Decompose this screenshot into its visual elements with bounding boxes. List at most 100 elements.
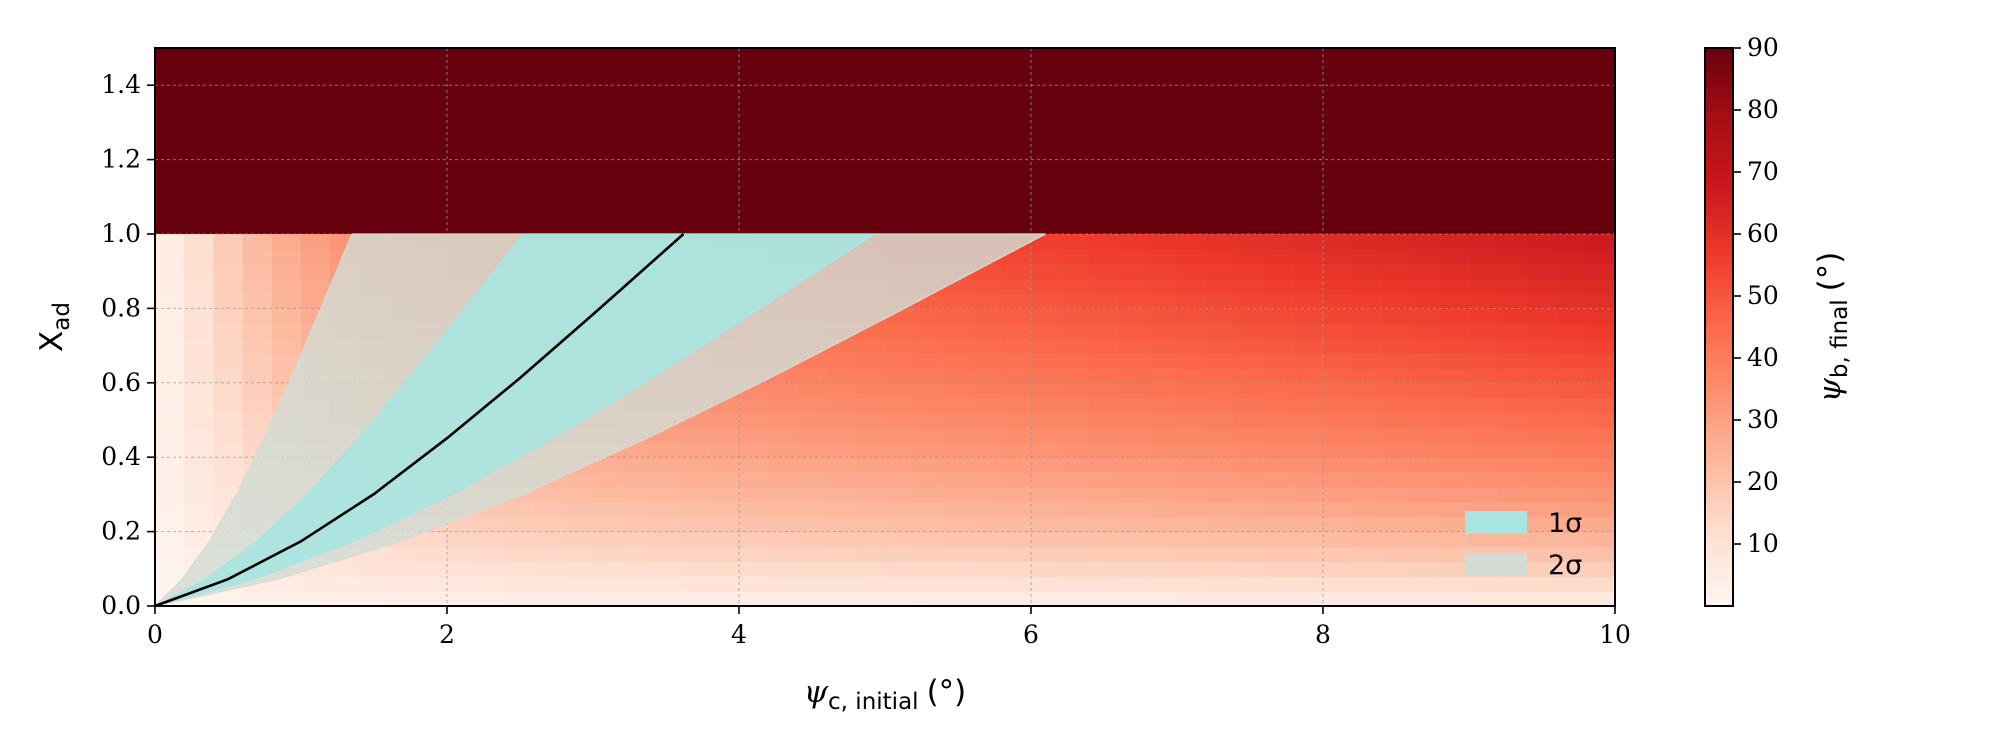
heatmap-cell	[1206, 531, 1236, 548]
colorbar: 10 20 30 40 50 60 70 80 90 ψb, final(°)	[1704, 33, 1853, 607]
heatmap-cell	[1060, 263, 1090, 280]
heatmap-cell	[1118, 263, 1149, 280]
heatmap-cell	[213, 308, 244, 324]
heatmap-cell	[1498, 457, 1528, 473]
heatmap-cell	[1323, 501, 1353, 518]
heatmap-cell	[972, 486, 1003, 503]
heatmap-cell	[855, 367, 886, 384]
heatmap-cell	[768, 427, 798, 443]
heatmap-cell	[242, 278, 273, 295]
heatmap-cell	[1001, 353, 1032, 369]
heatmap-cell	[1147, 234, 1178, 250]
heatmap-cell	[1352, 501, 1382, 518]
heatmap-cell	[534, 546, 565, 562]
heatmap-cell	[1323, 561, 1353, 577]
heatmap-cell	[1177, 263, 1207, 280]
heatmap-cell	[1410, 561, 1441, 577]
heatmap-cell	[1147, 397, 1178, 414]
y-tick-label: 0.2	[101, 517, 141, 546]
heatmap-cell	[680, 486, 711, 503]
heatmap-cell	[1147, 248, 1178, 265]
heatmap-cell	[1264, 546, 1295, 562]
heatmap-cell	[1498, 591, 1528, 606]
heatmap-cell	[972, 353, 1003, 369]
heatmap-cell	[1118, 516, 1149, 533]
heatmap-cell	[1352, 531, 1382, 548]
heatmap-cell	[184, 427, 214, 443]
heatmap-cell	[1585, 531, 1615, 548]
heatmap-cell	[1381, 427, 1412, 443]
heatmap-cell	[797, 382, 828, 399]
heatmap-cell	[1206, 338, 1236, 354]
heatmap-cell	[1410, 353, 1441, 369]
heatmap-cell	[1469, 338, 1499, 354]
heatmap-cell	[1089, 561, 1120, 577]
heatmap-cell	[1001, 427, 1032, 443]
heatmap-cell	[914, 501, 944, 518]
heatmap-cell	[563, 472, 594, 488]
heatmap-cell	[1469, 442, 1499, 458]
heatmap-cell	[1439, 234, 1470, 250]
heatmap-cell	[1089, 591, 1120, 606]
heatmap-cell	[417, 531, 448, 548]
heatmap-cell	[417, 561, 448, 577]
heatmap-cell	[622, 531, 652, 548]
heatmap-cell	[1031, 263, 1061, 280]
heatmap-cell	[184, 516, 214, 533]
heatmap-cell	[1235, 248, 1266, 265]
heatmap-cell	[768, 561, 798, 577]
heatmap-cell	[1264, 234, 1295, 250]
heatmap-cell	[680, 531, 711, 548]
heatmap-cell	[184, 457, 214, 473]
heatmap-cell	[1527, 248, 1558, 265]
heatmap-cell	[1060, 382, 1090, 399]
heatmap-cell	[797, 501, 828, 518]
heatmap-cell	[184, 323, 214, 339]
heatmap-cell	[709, 531, 740, 548]
heatmap-cell	[1556, 293, 1587, 309]
heatmap-cell	[155, 427, 185, 443]
heatmap-cell	[943, 382, 974, 399]
heatmap-cell	[651, 546, 682, 562]
heatmap-cell	[943, 427, 974, 443]
heatmap-cell	[1031, 442, 1061, 458]
heatmap-cell	[1381, 472, 1412, 488]
heatmap-cell	[885, 486, 915, 503]
heatmap-cell	[797, 367, 828, 384]
heatmap-cell	[271, 293, 302, 309]
heatmap-cell	[1527, 338, 1558, 354]
colorbar-tick-label: 70	[1747, 157, 1779, 186]
heatmap-cell	[1031, 338, 1061, 354]
heatmap-cell	[447, 546, 477, 562]
heatmap-cell	[1585, 353, 1615, 369]
heatmap-cell	[885, 576, 915, 592]
heatmap-cell	[1498, 397, 1528, 414]
heatmap-cell	[242, 591, 273, 606]
band-1sigma	[155, 233, 877, 606]
heatmap-cell	[1235, 472, 1266, 488]
heatmap-cell	[855, 382, 886, 399]
heatmap-cell	[1410, 412, 1441, 429]
heatmap-cell	[651, 486, 682, 503]
y-tick-label: 1.4	[101, 70, 141, 99]
heatmap-cell	[797, 516, 828, 533]
heatmap-cell	[1585, 546, 1615, 562]
heatmap-cell	[1177, 397, 1207, 414]
heatmap-cell	[1147, 367, 1178, 384]
heatmap-cell	[1469, 382, 1499, 399]
heatmap-cell	[1118, 486, 1149, 503]
heatmap-cell	[1060, 546, 1090, 562]
heatmap-cell	[943, 412, 974, 429]
heatmap-cell	[1264, 278, 1295, 295]
heatmap-cell	[1293, 293, 1324, 309]
heatmap-cell	[1439, 591, 1470, 606]
heatmap-cell	[1001, 308, 1032, 324]
heatmap-cell	[1410, 576, 1441, 592]
heatmap-cell	[505, 531, 536, 548]
heatmap-cell	[680, 591, 711, 606]
heatmap-cell	[1527, 486, 1558, 503]
heatmap-cell	[505, 546, 536, 562]
heatmap-cell	[1352, 308, 1382, 324]
heatmap-cell	[680, 427, 711, 443]
heatmap-cell	[1089, 367, 1120, 384]
